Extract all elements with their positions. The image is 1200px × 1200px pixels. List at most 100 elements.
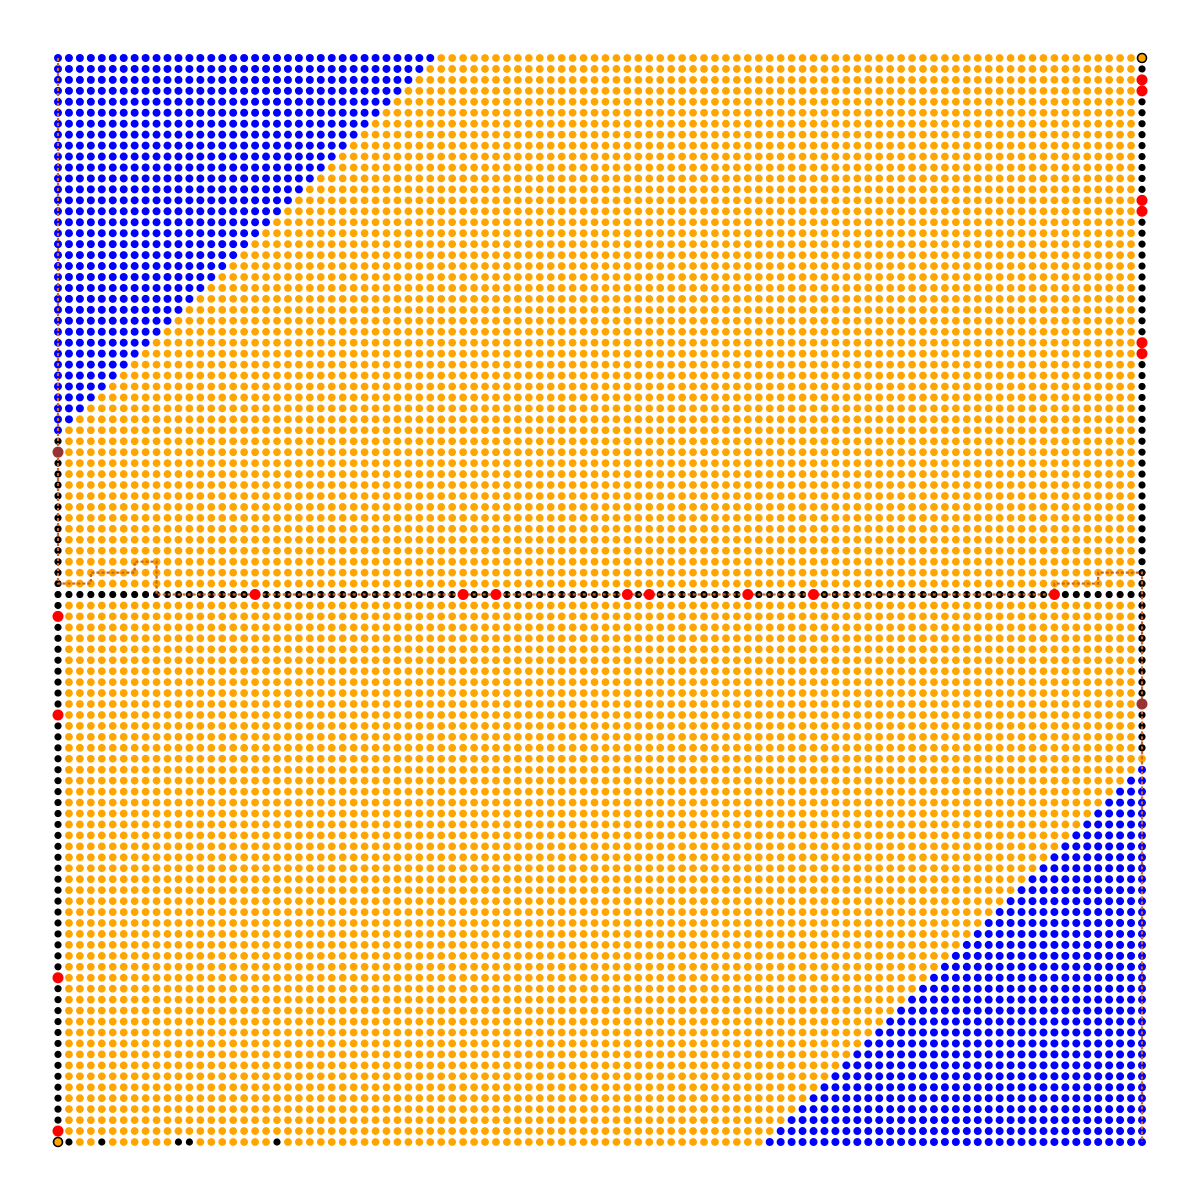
explored-node: [885, 469, 895, 479]
explored-node: [1006, 447, 1016, 457]
explored-node: [206, 546, 216, 556]
explored-node: [568, 283, 578, 293]
unexplored-node: [283, 97, 292, 106]
explored-node: [622, 557, 632, 567]
explored-node: [327, 557, 337, 567]
explored-node: [568, 130, 578, 140]
explored-node: [819, 195, 829, 205]
explored-node: [666, 392, 676, 402]
explored-node: [776, 75, 786, 85]
explored-node: [152, 458, 162, 468]
unexplored-node: [141, 305, 150, 314]
unexplored-node: [218, 130, 227, 139]
explored-node: [787, 349, 797, 359]
explored-node: [830, 425, 840, 435]
explored-node: [896, 447, 906, 457]
explored-node: [392, 568, 402, 578]
explored-node: [710, 141, 720, 151]
wall-node: [558, 590, 566, 599]
explored-node: [951, 546, 961, 556]
explored-node: [1017, 130, 1027, 140]
explored-node: [1017, 316, 1027, 326]
explored-node: [403, 316, 413, 326]
explored-node: [765, 217, 775, 227]
explored-node: [1082, 546, 1092, 556]
explored-node: [119, 502, 129, 512]
explored-node: [600, 414, 610, 424]
explored-node: [513, 436, 523, 446]
explored-node: [896, 86, 906, 96]
explored-node: [480, 86, 490, 96]
explored-node: [841, 195, 851, 205]
explored-node: [557, 228, 567, 238]
explored-node: [579, 305, 589, 315]
explored-node: [414, 206, 424, 216]
explored-node: [841, 294, 851, 304]
explored-node: [644, 239, 654, 249]
explored-node: [874, 97, 884, 107]
explored-node: [1071, 141, 1081, 151]
explored-node: [327, 294, 337, 304]
explored-node: [590, 152, 600, 162]
explored-node: [1038, 502, 1048, 512]
unexplored-node: [207, 229, 216, 238]
explored-node: [283, 294, 293, 304]
explored-node: [1038, 108, 1048, 118]
explored-node: [765, 141, 775, 151]
explored-node: [962, 458, 972, 468]
explored-node: [1126, 75, 1136, 85]
explored-node: [1126, 381, 1136, 391]
explored-node: [918, 535, 928, 545]
explored-node: [469, 162, 479, 172]
explored-node: [918, 425, 928, 435]
explored-node: [951, 152, 961, 162]
explored-node: [381, 371, 391, 381]
explored-node: [217, 546, 227, 556]
explored-node: [1082, 447, 1092, 457]
explored-node: [688, 250, 698, 260]
explored-node: [611, 119, 621, 129]
explored-node: [1049, 141, 1059, 151]
unexplored-node: [382, 75, 391, 84]
explored-node: [688, 75, 698, 85]
explored-node: [1082, 513, 1092, 523]
explored-node: [699, 75, 709, 85]
explored-node: [852, 381, 862, 391]
unexplored-node: [119, 185, 128, 194]
explored-node: [1093, 535, 1103, 545]
unexplored-node: [251, 218, 260, 227]
explored-node: [1126, 469, 1136, 479]
explored-node: [568, 173, 578, 183]
explored-node: [502, 371, 512, 381]
explored-node: [907, 414, 917, 424]
explored-node: [425, 184, 435, 194]
explored-node: [732, 425, 742, 435]
explored-node: [973, 184, 983, 194]
explored-node: [294, 436, 304, 446]
explored-node: [316, 403, 326, 413]
explored-node: [819, 535, 829, 545]
explored-node: [1060, 305, 1070, 315]
unexplored-node: [349, 97, 358, 106]
explored-node: [557, 272, 567, 282]
explored-node: [458, 305, 468, 315]
explored-node: [863, 568, 873, 578]
explored-node: [1049, 152, 1059, 162]
unexplored-node: [360, 97, 369, 106]
explored-node: [458, 447, 468, 457]
explored-node: [765, 381, 775, 391]
explored-node: [403, 272, 413, 282]
explored-node: [819, 349, 829, 359]
explored-node: [447, 217, 457, 227]
explored-node: [217, 524, 227, 534]
explored-node: [469, 75, 479, 85]
unexplored-node: [240, 174, 249, 183]
explored-node: [776, 217, 786, 227]
explored-node: [732, 119, 742, 129]
explored-node: [973, 316, 983, 326]
explored-node: [710, 283, 720, 293]
explored-node: [1028, 228, 1038, 238]
explored-node: [699, 217, 709, 227]
explored-node: [1028, 557, 1038, 567]
explored-node: [830, 75, 840, 85]
